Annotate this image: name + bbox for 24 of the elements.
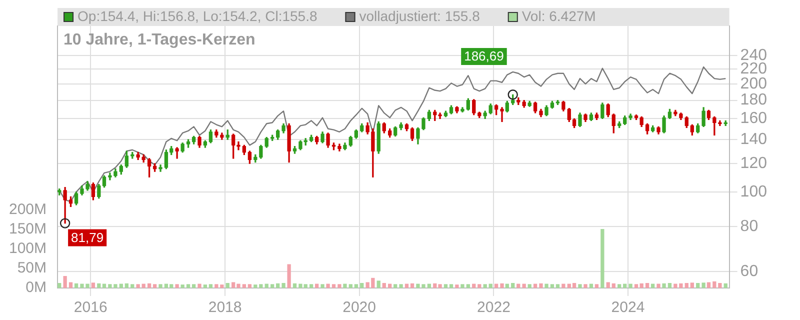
y2-tick-label: 100M [8,240,47,258]
x-tick-label: 2020 [342,299,376,316]
y-tick-label: 140 [740,130,768,148]
chart-title: 10 Jahre, 1-Tages-Kerzen [64,31,256,48]
y-tick-label: 160 [740,110,768,128]
annotation: 186,69 [464,48,504,64]
y-tick-label: 200 [740,75,768,92]
y-tick-label: 60 [740,262,758,280]
x-tick-label: 2024 [611,299,645,316]
y-tick-label: 80 [740,218,758,236]
legend-label: volladjustiert: 155.8 [359,8,480,24]
y-tick-label: 180 [740,92,768,109]
legend-label: Op:154.4, Hi:156.8, Lo:154.2, Cl:155.8 [78,8,318,24]
y2-tick-label: 200M [8,200,47,218]
y2-tick-label: 150M [8,220,47,238]
y-tick-label: 100 [740,183,768,200]
annotation: 81,79 [71,230,104,245]
y-tick-label: 120 [740,154,768,172]
x-tick-label: 2022 [477,299,510,316]
y2-tick-label: 50M [17,260,47,277]
legend-label: Vol: 6.427M [522,8,596,24]
x-tick-label: 2018 [208,299,242,316]
y2-tick-label: 0M [26,279,47,296]
x-tick-label: 2016 [74,299,108,316]
